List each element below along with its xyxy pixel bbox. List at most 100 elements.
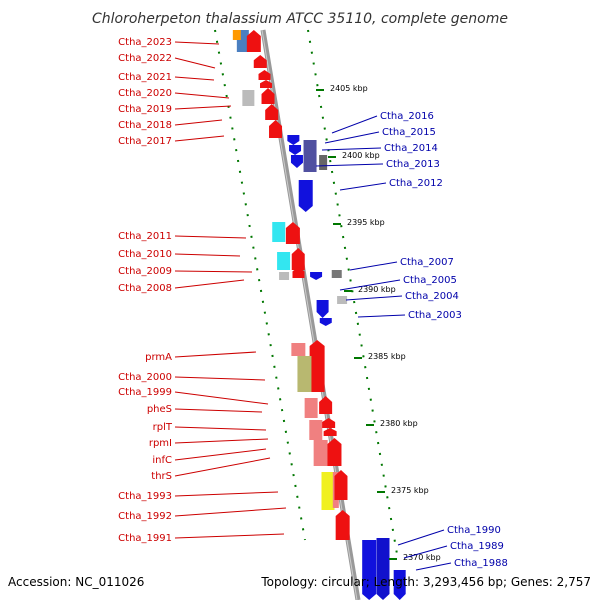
accession-text: Accession: NC_011026 <box>8 575 144 589</box>
scale-tick-label: 2370 kbp <box>403 553 441 562</box>
gene-feature <box>316 300 329 318</box>
gene-label[interactable]: Ctha_1999 <box>118 387 172 398</box>
gene-label[interactable]: rplT <box>153 422 173 433</box>
label-leader-line <box>174 351 257 358</box>
gene-label[interactable]: prmA <box>145 352 172 363</box>
label-leader-line <box>357 314 406 318</box>
label-leader-line <box>174 41 220 45</box>
gene-feature <box>287 135 300 145</box>
gene-label[interactable]: Ctha_2004 <box>405 291 459 302</box>
scale-ticks: 2405 kbp 2400 kbp 2395 kbp 2390 kbp 2385 kbp… <box>316 84 441 562</box>
label-leader-line <box>324 131 380 144</box>
label-leader-line <box>403 545 448 559</box>
gene-label[interactable]: Ctha_1993 <box>118 491 172 502</box>
label-leader-line <box>174 76 215 81</box>
label-leader-line <box>349 261 398 271</box>
label-leader-line <box>174 457 271 477</box>
scale-tick-label: 2400 kbp <box>342 151 380 160</box>
label-leader-line <box>315 163 384 167</box>
gene-label[interactable]: Ctha_1988 <box>454 558 508 569</box>
gene-feature <box>246 30 261 52</box>
gene-label[interactable]: Ctha_2017 <box>118 136 172 147</box>
label-leader-line <box>174 408 263 413</box>
gene-label[interactable]: Ctha_2015 <box>382 127 436 138</box>
gene-feature <box>258 70 271 80</box>
label-leader-line <box>174 491 279 497</box>
label-leader-line <box>174 533 285 539</box>
gene-feature <box>279 272 290 280</box>
gene-feature <box>323 428 337 436</box>
label-leader-line <box>174 448 267 461</box>
gene-label[interactable]: Ctha_2005 <box>403 275 457 286</box>
gene-label[interactable]: infC <box>152 455 172 466</box>
gene-label[interactable]: Ctha_2013 <box>386 159 440 170</box>
genome-summary-text: Topology: circular; Length: 3,293,456 bp… <box>260 575 591 589</box>
gene-feature <box>322 418 336 428</box>
gene-label[interactable]: Ctha_1989 <box>450 541 504 552</box>
scale-tick-label: 2385 kbp <box>368 352 406 361</box>
label-leader-line <box>174 92 230 99</box>
label-leader-line <box>174 426 267 431</box>
label-leader-line <box>339 182 387 191</box>
gene-label[interactable]: Ctha_2020 <box>118 88 172 99</box>
gene-label[interactable]: Ctha_2014 <box>384 143 438 154</box>
gene-label[interactable]: Ctha_1991 <box>118 533 172 544</box>
gene-label[interactable]: Ctha_2011 <box>118 231 172 242</box>
gene-label[interactable]: rpmI <box>149 438 172 449</box>
label-leader-line <box>174 57 216 69</box>
gene-feature <box>291 248 305 270</box>
gene-label[interactable]: Ctha_2009 <box>118 266 172 277</box>
gene-label[interactable]: Ctha_1992 <box>118 511 172 522</box>
gene-label[interactable]: Ctha_2012 <box>389 178 443 189</box>
gene-label[interactable]: Ctha_2003 <box>408 310 462 321</box>
gene-feature <box>269 120 283 138</box>
scale-tick-label: 2375 kbp <box>391 486 429 495</box>
scale-tick-label: 2390 kbp <box>358 285 396 294</box>
gene-label[interactable]: Ctha_1990 <box>447 525 501 536</box>
scale-tick-label: 2380 kbp <box>380 419 418 428</box>
gene-feature <box>265 104 279 120</box>
gene-label[interactable]: Ctha_2007 <box>400 257 454 268</box>
gene-label[interactable]: Ctha_2019 <box>118 104 172 115</box>
gene-feature <box>242 90 255 106</box>
gene-feature <box>313 440 328 466</box>
gene-features <box>232 30 406 600</box>
label-leader-line <box>174 119 223 126</box>
label-leader-line <box>345 295 403 301</box>
gene-feature <box>277 252 291 270</box>
dotted-track-lines <box>214 29 399 561</box>
gene-label[interactable]: Ctha_2010 <box>118 249 172 260</box>
gene-feature <box>319 155 328 170</box>
label-leader-line <box>174 507 287 517</box>
label-leader-line <box>174 376 266 381</box>
label-leader-line <box>331 115 378 134</box>
gene-feature <box>304 398 318 418</box>
gene-feature <box>285 222 300 244</box>
gene-label[interactable]: Ctha_2016 <box>380 111 434 122</box>
gene-feature <box>261 88 275 104</box>
map-title: Chloroherpeton thalassium ATCC 35110, co… <box>92 11 508 27</box>
gene-feature <box>289 145 302 155</box>
gene-label[interactable]: Ctha_2021 <box>118 72 172 83</box>
left-gene-labels: Ctha_2023 Ctha_2022 Ctha_2021 Ctha_2020 Ctha… <box>118 37 287 544</box>
gene-label[interactable]: pheS <box>147 404 172 415</box>
gene-feature <box>321 472 335 510</box>
gene-label[interactable]: Ctha_2000 <box>118 372 172 383</box>
gene-feature <box>232 30 241 40</box>
gene-label[interactable]: thrS <box>151 471 172 482</box>
label-leader-line <box>174 135 225 142</box>
gene-feature <box>297 356 312 392</box>
gene-feature <box>272 222 286 242</box>
gene-feature <box>309 340 325 392</box>
gene-label[interactable]: Ctha_2008 <box>118 283 172 294</box>
gene-feature <box>291 343 306 356</box>
gene-label[interactable]: Ctha_2022 <box>118 53 172 64</box>
gene-feature <box>393 570 406 600</box>
label-leader-line <box>339 279 401 291</box>
label-leader-line <box>174 438 269 444</box>
gene-feature <box>331 270 342 278</box>
gene-label[interactable]: Ctha_2018 <box>118 120 172 131</box>
gene-feature <box>298 180 313 212</box>
gene-label[interactable]: Ctha_2023 <box>118 37 172 48</box>
gene-feature <box>362 540 377 600</box>
